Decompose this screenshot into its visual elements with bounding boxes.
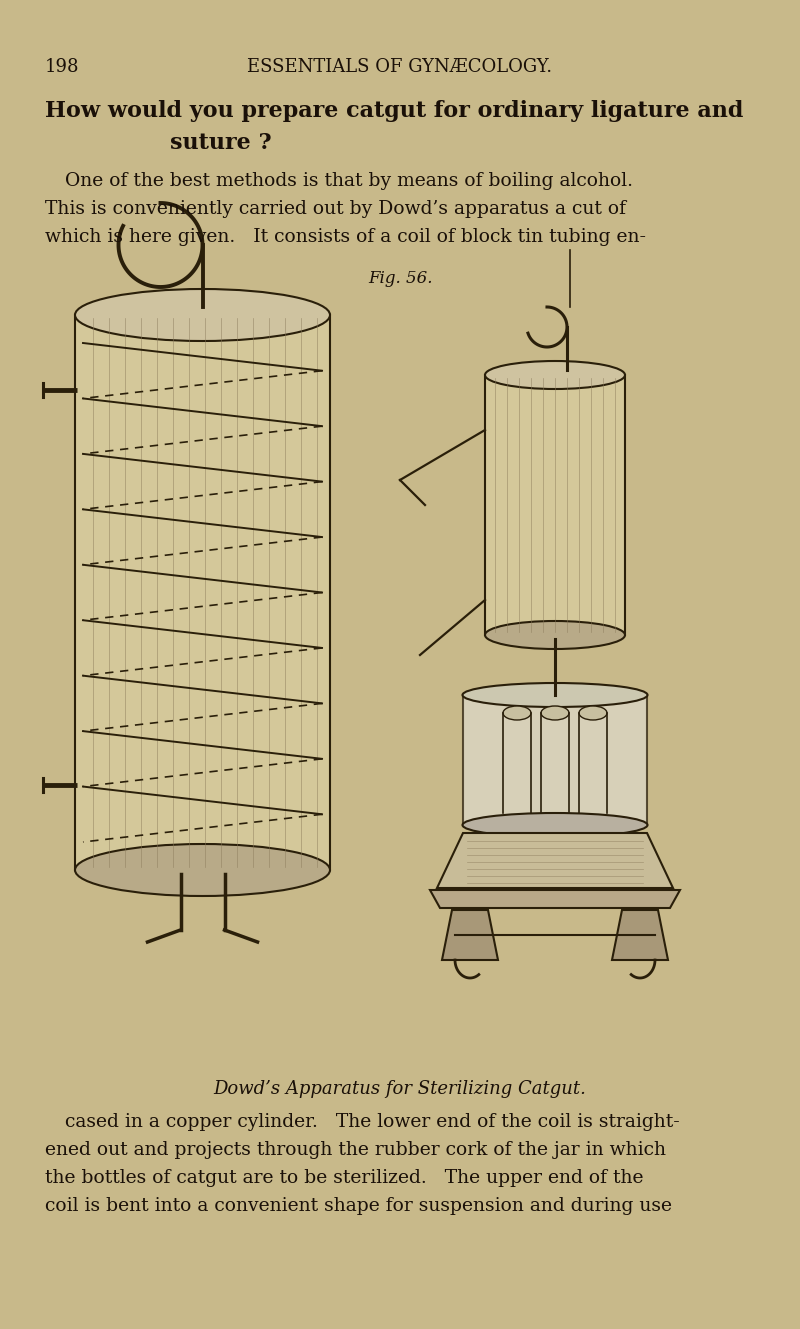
Text: This is conveniently carried out by Dowd’s apparatus a cut of: This is conveniently carried out by Dowd… <box>45 199 626 218</box>
Polygon shape <box>463 695 647 825</box>
Text: which is here given.   It consists of a coil of block tin tubing en-: which is here given. It consists of a co… <box>45 229 646 246</box>
Ellipse shape <box>462 813 647 837</box>
Ellipse shape <box>579 706 607 720</box>
Polygon shape <box>437 833 673 888</box>
Ellipse shape <box>75 844 330 896</box>
Text: One of the best methods is that by means of boiling alcohol.: One of the best methods is that by means… <box>65 171 633 190</box>
Ellipse shape <box>462 683 647 707</box>
Polygon shape <box>442 910 498 960</box>
Polygon shape <box>430 890 680 908</box>
Text: coil is bent into a convenient shape for suspension and during use: coil is bent into a convenient shape for… <box>45 1197 672 1215</box>
Ellipse shape <box>75 288 330 342</box>
Ellipse shape <box>485 621 625 649</box>
Polygon shape <box>75 315 330 870</box>
Ellipse shape <box>503 706 531 720</box>
Text: 198: 198 <box>45 58 79 76</box>
Text: ESSENTIALS OF GYNÆCOLOGY.: ESSENTIALS OF GYNÆCOLOGY. <box>247 58 553 76</box>
Text: Dowd’s Apparatus for Sterilizing Catgut.: Dowd’s Apparatus for Sterilizing Catgut. <box>214 1080 586 1098</box>
Text: ened out and projects through the rubber cork of the jar in which: ened out and projects through the rubber… <box>45 1142 666 1159</box>
Polygon shape <box>612 910 668 960</box>
Text: How would you prepare catgut for ordinary ligature and: How would you prepare catgut for ordinar… <box>45 100 743 122</box>
Text: suture ?: suture ? <box>170 132 272 154</box>
Ellipse shape <box>541 706 569 720</box>
Text: cased in a copper cylinder.   The lower end of the coil is straight-: cased in a copper cylinder. The lower en… <box>65 1112 680 1131</box>
Text: the bottles of catgut are to be sterilized.   The upper end of the: the bottles of catgut are to be steriliz… <box>45 1170 643 1187</box>
Text: Fig. 56.: Fig. 56. <box>368 270 432 287</box>
Ellipse shape <box>485 361 625 389</box>
Polygon shape <box>485 375 625 635</box>
